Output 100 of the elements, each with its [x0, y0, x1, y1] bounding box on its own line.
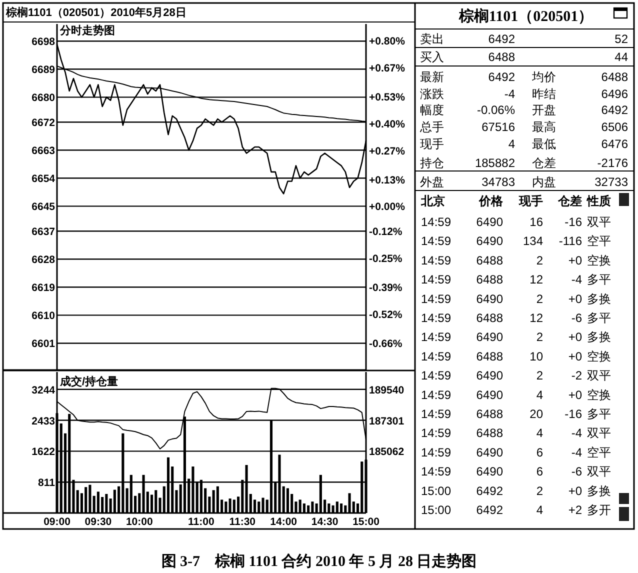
y2-tick-label: -0.52%	[369, 308, 403, 321]
text: 空平	[587, 234, 611, 248]
text: 6488	[601, 70, 628, 84]
text: 14:59	[421, 464, 452, 479]
text: 14:59	[421, 253, 452, 268]
category-label: 现手	[518, 194, 543, 208]
text: -2176	[597, 156, 628, 170]
text: 12	[530, 272, 544, 287]
x-tick-label: 11:00	[188, 516, 214, 528]
y2-tick-label: 185062	[369, 446, 404, 458]
text: 空换	[587, 349, 611, 364]
text: 10	[530, 349, 544, 364]
category-label: 性质	[586, 194, 611, 208]
text: -4	[571, 445, 582, 460]
text: -0.06%	[476, 103, 516, 117]
text: 52	[614, 32, 628, 46]
text: 最高	[532, 120, 556, 134]
y-tick-label: 6672	[32, 117, 56, 130]
text: 多平	[587, 311, 611, 325]
text: 双平	[587, 464, 611, 479]
x-tick-label: 09:30	[84, 516, 112, 528]
text: +0	[568, 292, 582, 306]
text: -2	[571, 368, 582, 383]
text: 6488	[476, 272, 504, 287]
text: 最新	[420, 70, 444, 84]
x-tick-label: 09:00	[44, 516, 71, 528]
text: 幅度	[420, 103, 444, 117]
text: 2	[536, 484, 544, 498]
text: +0	[568, 330, 582, 344]
y2-tick-label: +0.27%	[369, 145, 406, 158]
y-tick-label: 6698	[32, 36, 56, 48]
y2-tick-label: 187301	[369, 415, 404, 428]
text: 多换	[587, 484, 611, 498]
text: 14:59	[421, 234, 452, 248]
text: 2	[536, 368, 544, 383]
text: -4	[504, 87, 516, 101]
y2-tick-label: -0.25%	[369, 252, 403, 265]
text: 双平	[587, 368, 611, 383]
text: 6492	[601, 103, 628, 117]
text: 双平	[587, 215, 611, 229]
caption: 图 3-7 棕榈 1101 合约 2010 年 5 月 28 日走势图	[161, 552, 477, 570]
text: 多换	[587, 292, 611, 306]
x-tick-label: 11:30	[229, 516, 256, 528]
text: 6490	[476, 292, 504, 306]
text: 14:59	[421, 292, 452, 306]
text: 4	[536, 426, 544, 440]
y-tick-label: 6654	[32, 173, 56, 186]
text: 多换	[587, 330, 611, 344]
text: +0	[568, 484, 582, 498]
text: 6488	[476, 426, 504, 440]
text: 185882	[474, 156, 516, 170]
text: 外盘	[420, 175, 444, 189]
text: 14:59	[421, 426, 452, 440]
x-tick-label: 10:00	[126, 516, 153, 528]
text: 6476	[601, 137, 628, 151]
text: 6	[536, 445, 544, 460]
y-tick-label: 6689	[32, 64, 56, 76]
text: 134	[522, 234, 544, 248]
category-label: 价格	[478, 194, 504, 208]
text: -16	[564, 215, 582, 229]
text: -116	[558, 234, 582, 248]
text: 总手	[419, 120, 444, 134]
text: -6	[571, 464, 582, 479]
text: 多平	[587, 407, 611, 421]
text: +2	[568, 503, 582, 517]
y2-tick-label: +0.80%	[369, 36, 406, 48]
text: 6488	[476, 311, 504, 325]
y-tick-label: 6663	[32, 145, 56, 158]
text: 44	[614, 50, 628, 64]
text: 买入	[420, 50, 444, 64]
text: 4	[536, 503, 544, 517]
y-tick-label: 6628	[32, 254, 56, 266]
y-tick-label: 2433	[32, 415, 56, 428]
text: 多平	[587, 272, 611, 287]
chart-title: 成交/持仓量	[59, 375, 118, 388]
text: +0	[568, 349, 582, 364]
text: 空换	[587, 388, 611, 402]
text: 6492	[488, 70, 516, 84]
text: 6490	[476, 234, 504, 248]
y-tick-label: 3244	[32, 384, 56, 396]
y2-tick-label: -0.12%	[369, 226, 403, 238]
text: +0	[568, 253, 582, 268]
text: 6496	[601, 87, 628, 101]
text: 6	[536, 464, 544, 479]
text: 14:59	[421, 388, 452, 402]
text: 空换	[587, 253, 611, 268]
text: 14:59	[421, 330, 452, 344]
text: 棕榈1101（020501）	[458, 7, 594, 25]
text: 6490	[476, 330, 504, 344]
text: 4	[536, 388, 544, 402]
y-tick-label: 6619	[32, 282, 56, 294]
text: 15:00	[421, 503, 452, 517]
text: 14:59	[421, 368, 452, 383]
x-tick-label: 14:00	[270, 516, 298, 528]
text: 涨跌	[420, 87, 444, 101]
text: -4	[571, 272, 582, 287]
y2-tick-label: +0.53%	[369, 92, 406, 104]
text: 最低	[532, 137, 556, 151]
text: 2	[536, 253, 544, 268]
text: 6506	[601, 120, 628, 134]
